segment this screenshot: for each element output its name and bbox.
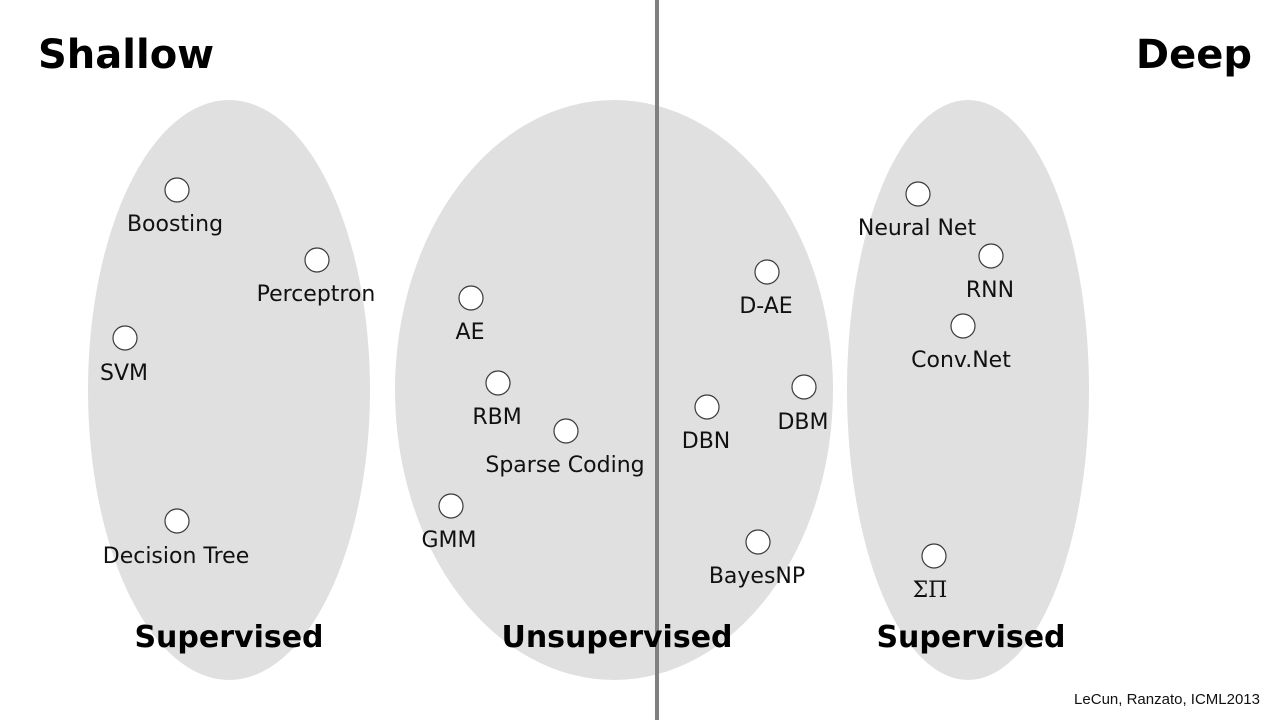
- node-svm: SVM: [100, 325, 148, 386]
- deep-title: Deep: [1136, 32, 1252, 78]
- node-d-ae: D-AE: [739, 259, 793, 319]
- node-label: SVM: [100, 361, 148, 386]
- node-label: ΣΠ: [913, 578, 948, 603]
- node-marker: [754, 259, 780, 285]
- node-marker: [791, 374, 817, 400]
- unsupervised-region: [395, 100, 833, 680]
- node-marker: [304, 247, 330, 273]
- node-marker: [694, 394, 720, 420]
- node-marker: [950, 313, 976, 339]
- node-bayesnp: BayesNP: [709, 529, 805, 589]
- node-marker: [458, 285, 484, 311]
- citation: LeCun, Ranzato, ICML2013: [1074, 691, 1260, 708]
- node-label: RBM: [472, 405, 521, 430]
- supervised-deep-region: [847, 100, 1089, 680]
- node-neural-net: Neural Net: [858, 181, 977, 241]
- node-marker: [921, 543, 947, 569]
- node-label: BayesNP: [709, 564, 805, 589]
- node-label: Sparse Coding: [485, 453, 644, 478]
- node-marker: [164, 508, 190, 534]
- node-conv-net: Conv.Net: [911, 313, 1011, 373]
- node-label: Conv.Net: [911, 348, 1011, 373]
- supervised-shallow-region: [88, 100, 370, 680]
- node-decision-tree: Decision Tree: [103, 508, 250, 569]
- node-marker: [164, 177, 190, 203]
- node-boosting: Boosting: [127, 177, 223, 237]
- node-perceptron: Perceptron: [257, 247, 376, 307]
- node-label: Perceptron: [257, 282, 376, 307]
- node-rbm: RBM: [472, 370, 522, 430]
- node-sum-product: ΣΠ: [913, 543, 948, 603]
- node-rnn: RNN: [966, 243, 1014, 303]
- node-marker: [485, 370, 511, 396]
- node-marker: [978, 243, 1004, 269]
- node-label: AE: [456, 320, 485, 345]
- node-gmm: GMM: [421, 493, 477, 553]
- node-marker: [745, 529, 771, 555]
- group-label-unsupervised: Unsupervised: [501, 620, 732, 655]
- node-sparse-coding: Sparse Coding: [485, 418, 645, 478]
- node-label: DBN: [682, 429, 731, 454]
- node-dbm: DBM: [777, 374, 829, 435]
- node-label: DBM: [777, 410, 828, 435]
- node-label: GMM: [421, 528, 476, 553]
- node-label: D-AE: [739, 294, 792, 319]
- node-label: Neural Net: [858, 216, 977, 241]
- node-label: Decision Tree: [103, 544, 250, 569]
- node-marker: [553, 418, 579, 444]
- node-ae: AE: [456, 285, 485, 345]
- node-marker: [438, 493, 464, 519]
- node-marker: [112, 325, 138, 351]
- shallow-title: Shallow: [38, 32, 214, 78]
- node-dbn: DBN: [682, 394, 731, 454]
- node-label: Boosting: [127, 212, 223, 237]
- group-label-supervised-deep: Supervised: [876, 620, 1065, 655]
- node-marker: [905, 181, 931, 207]
- group-label-supervised-shallow: Supervised: [134, 620, 323, 655]
- node-label: RNN: [966, 278, 1014, 303]
